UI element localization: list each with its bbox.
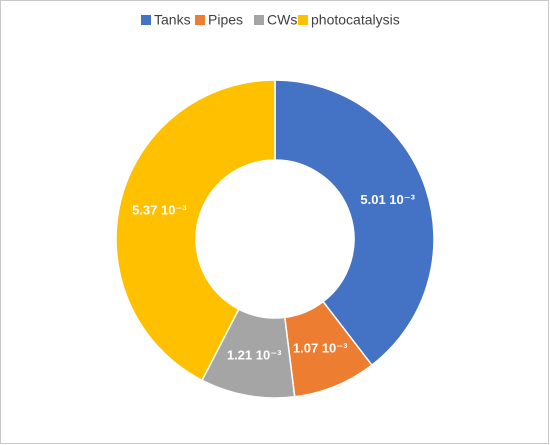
donut-slice xyxy=(115,79,276,382)
legend-label: Tanks xyxy=(154,12,191,28)
data-label: 1.21 10⁻³ xyxy=(227,348,282,363)
data-label: 5.01 10⁻³ xyxy=(360,192,415,207)
legend-label: CWs xyxy=(267,12,297,28)
legend-swatch xyxy=(141,15,151,25)
data-label: 1.07 10⁻³ xyxy=(293,341,348,356)
legend-label: Pipes xyxy=(208,12,243,28)
legend-swatch xyxy=(254,15,264,25)
donut-slice xyxy=(274,79,435,367)
legend-label: photocatalysis xyxy=(311,12,400,28)
legend-swatch xyxy=(195,15,205,25)
legend-swatch xyxy=(298,15,308,25)
data-label: 5.37 10⁻³ xyxy=(132,202,187,217)
